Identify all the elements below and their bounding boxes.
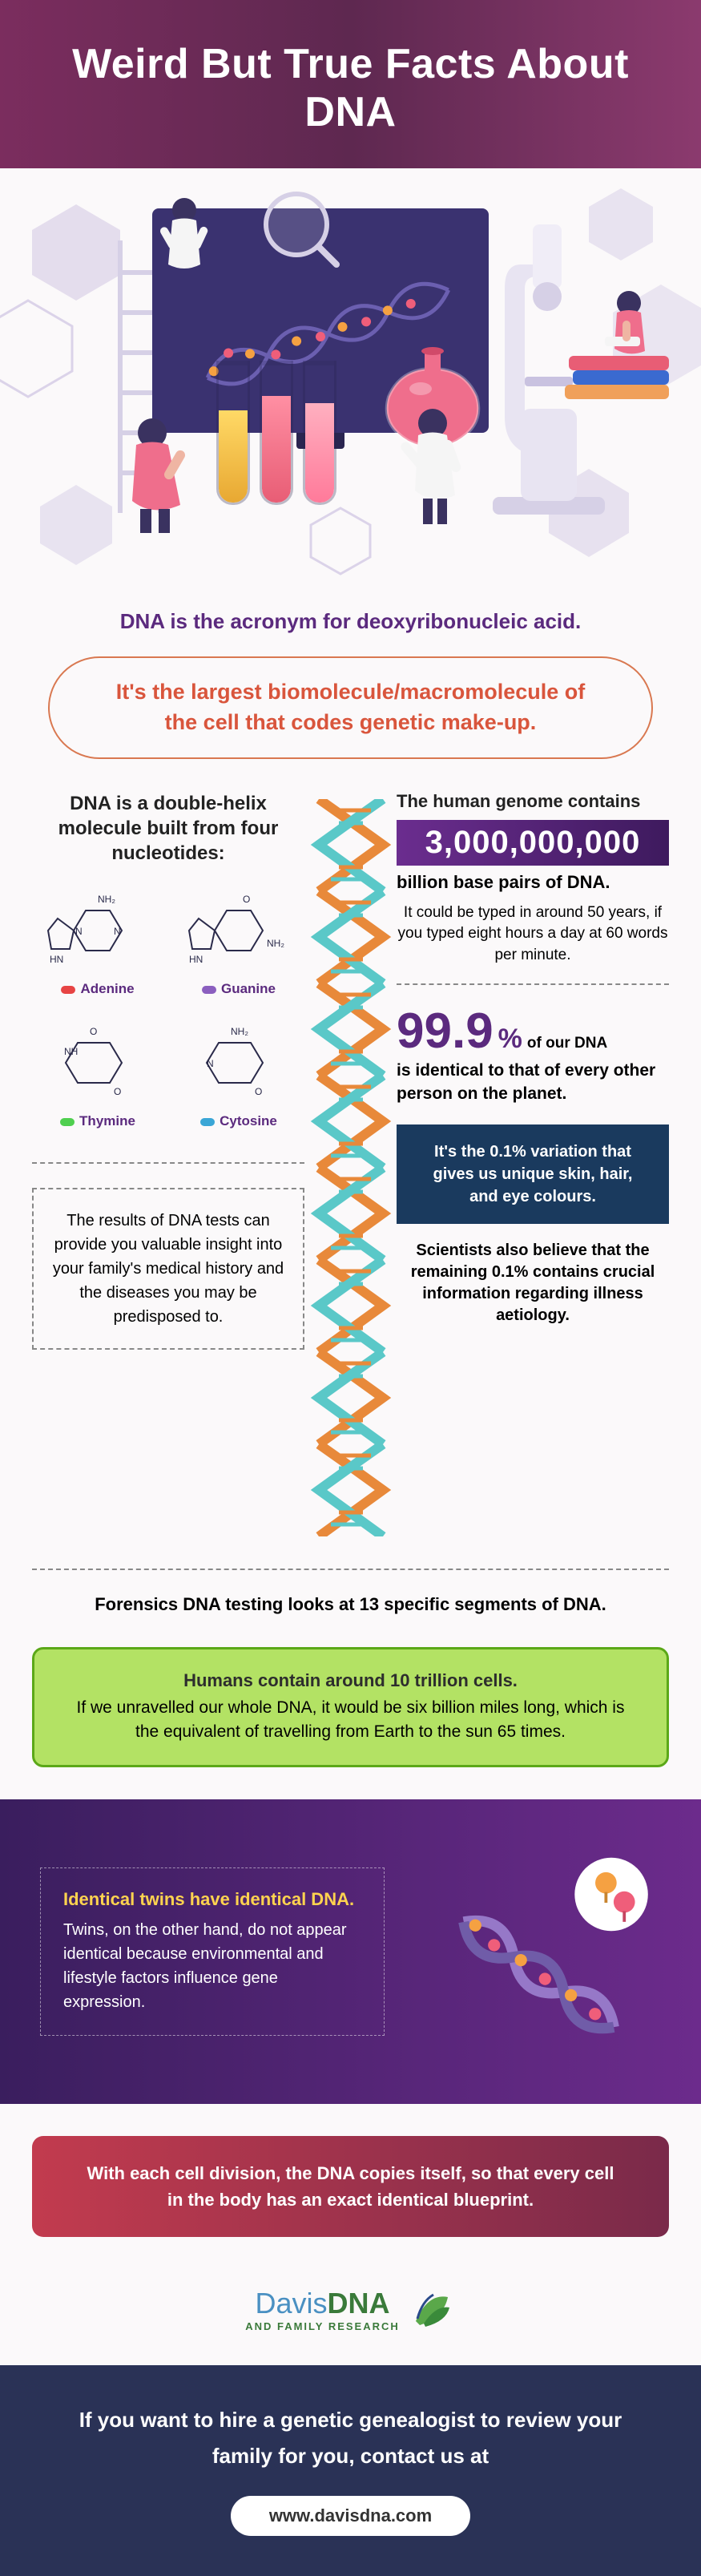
nucleotide-guanine: O NH₂ HN Guanine — [173, 886, 304, 999]
twins-art — [417, 1847, 661, 2056]
scientists-para: Scientists also believe that the remaini… — [397, 1240, 669, 1326]
page-title: Weird But True Facts About DNA — [24, 40, 677, 136]
scientist-top-icon — [152, 192, 216, 289]
logo-subtitle: AND FAMILY RESEARCH — [245, 2320, 400, 2332]
scientist-left-icon — [112, 409, 208, 537]
magnifier-icon — [256, 184, 344, 273]
logo-leaf-icon — [408, 2285, 456, 2333]
svg-text:HN: HN — [50, 954, 63, 965]
pct-value: 99.9 — [397, 1003, 494, 1060]
twins-callout: Identical twins have identical DNA. Twin… — [40, 1867, 385, 2036]
nucleotide-adenine: NH₂ HN N N Adenine — [32, 886, 163, 999]
svg-text:O: O — [255, 1086, 262, 1097]
nucleotides-heading: DNA is a double-helix molecule built fro… — [32, 791, 304, 866]
intro-section: DNA is the acronym for deoxyribonucleic … — [0, 585, 701, 783]
svg-text:NH₂: NH₂ — [231, 1026, 248, 1037]
nucleotide-thymine: O O NH Thymine — [32, 1019, 163, 1132]
thymine-structure-icon: O O NH — [34, 1019, 162, 1107]
variation-box: It's the 0.1% variation that gives us un… — [397, 1124, 669, 1224]
svg-text:N: N — [207, 1058, 214, 1069]
pct-symbol: % — [498, 1024, 522, 1055]
forensics-line: Forensics DNA testing looks at 13 specif… — [0, 1586, 701, 1639]
svg-text:N: N — [114, 926, 121, 937]
svg-text:O: O — [243, 894, 250, 905]
cell-division-box: With each cell division, the DNA copies … — [32, 2136, 669, 2237]
dna-percent: 99.9 % of our DNA — [397, 1003, 669, 1060]
svg-text:O: O — [90, 1026, 97, 1037]
dna-helix-icon — [303, 799, 399, 1536]
genome-sub: billion base pairs of DNA. — [397, 872, 669, 893]
cells-head: Humans contain around 10 trillion cells. — [66, 1670, 635, 1691]
cells-body: If we unravelled our whole DNA, it would… — [66, 1696, 635, 1745]
header-banner: Weird But True Facts About DNA — [0, 0, 701, 168]
svg-text:O: O — [114, 1086, 121, 1097]
test-tubes — [216, 361, 336, 505]
twins-body: Twins, on the other hand, do not appear … — [63, 1918, 361, 2014]
dna-tests-box: The results of DNA tests can provide you… — [32, 1188, 304, 1350]
website-link[interactable]: www.davisdna.com — [231, 2496, 470, 2536]
svg-text:N: N — [75, 926, 83, 937]
footer-text: If you want to hire a genetic genealogis… — [48, 2402, 653, 2473]
pct-para: is identical to that of every other pers… — [397, 1060, 669, 1105]
cytosine-structure-icon: NH₂ O N — [175, 1019, 303, 1107]
scientist-middle-icon — [393, 401, 481, 529]
intro-line: DNA is the acronym for deoxyribonucleic … — [48, 609, 653, 634]
adenine-label: Adenine — [53, 979, 142, 999]
guanine-label: Guanine — [194, 979, 284, 999]
pct-sub: of our DNA — [527, 1035, 607, 1052]
scientist-right-icon — [549, 281, 677, 425]
hero-illustration — [0, 168, 701, 585]
logo-text: DavisDNA — [245, 2287, 400, 2320]
cytosine-label: Cytosine — [192, 1111, 285, 1132]
twins-head: Identical twins have identical DNA. — [63, 1889, 361, 1910]
svg-text:NH₂: NH₂ — [267, 938, 284, 949]
cells-fact-box: Humans contain around 10 trillion cells.… — [32, 1647, 669, 1768]
guanine-structure-icon: O NH₂ HN — [175, 886, 303, 975]
svg-text:HN: HN — [189, 954, 203, 965]
nucleotide-cytosine: NH₂ O N Cytosine — [173, 1019, 304, 1132]
svg-text:NH: NH — [64, 1046, 78, 1057]
genome-typing-para: It could be typed in around 50 years, if… — [397, 902, 669, 967]
intro-callout: It's the largest biomolecule/macromolecu… — [48, 656, 653, 759]
twins-section: Identical twins have identical DNA. Twin… — [0, 1799, 701, 2104]
genome-heading: The human genome contains — [397, 791, 669, 812]
adenine-structure-icon: NH₂ HN N N — [34, 886, 162, 975]
svg-text:NH₂: NH₂ — [98, 894, 115, 905]
logo-section: DavisDNA AND FAMILY RESEARCH — [0, 2269, 701, 2365]
footer-section: If you want to hire a genetic genealogis… — [0, 2365, 701, 2575]
split-section: DNA is a double-helix molecule built fro… — [0, 783, 701, 1569]
genome-big-number: 3,000,000,000 — [397, 820, 669, 866]
thymine-label: Thymine — [52, 1111, 143, 1132]
